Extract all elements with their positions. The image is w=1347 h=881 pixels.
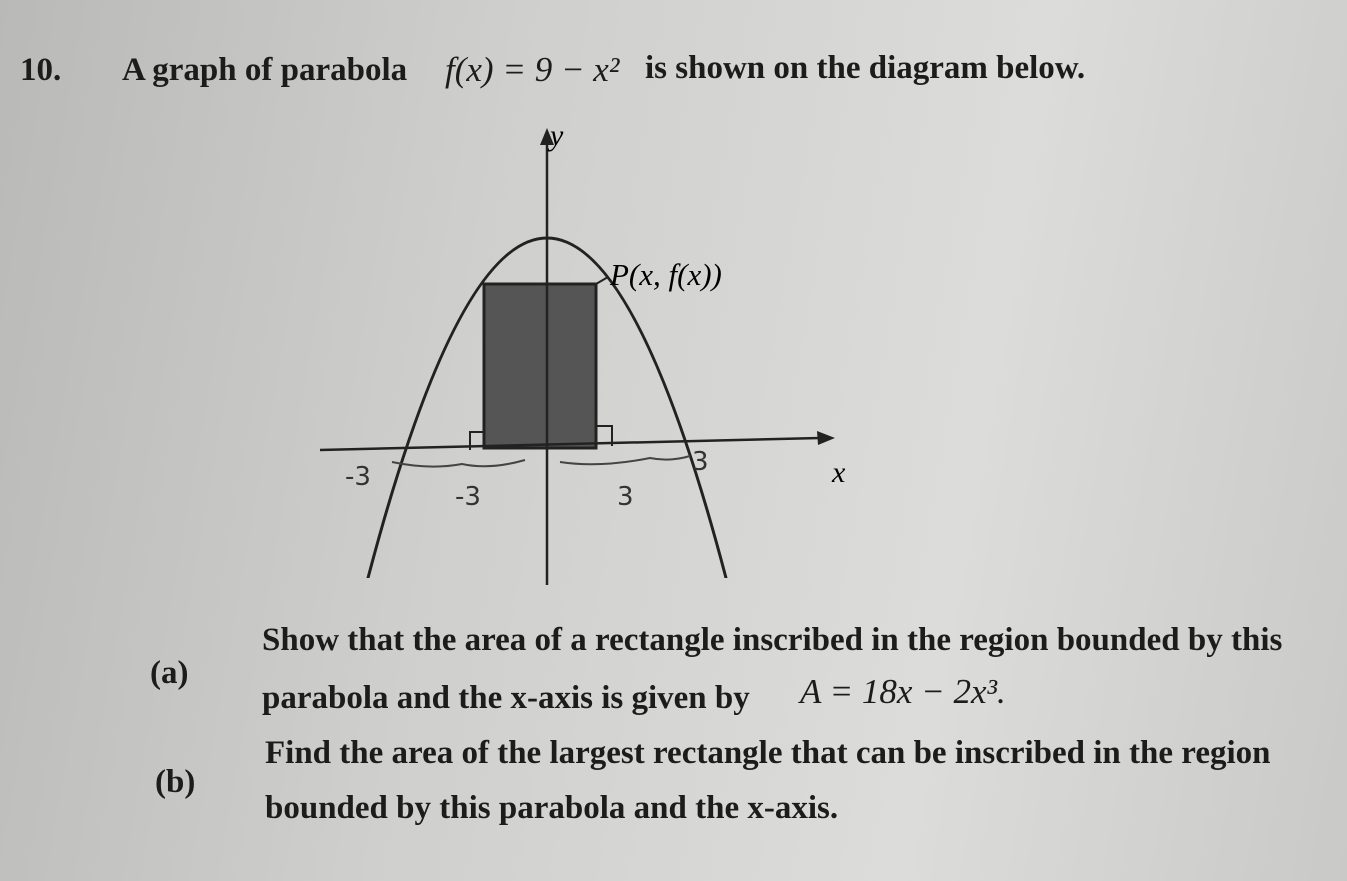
function: f(x) = 9 − x²: [445, 50, 620, 89]
part-text: parabola and the x-axis is given by: [262, 680, 750, 716]
diagram: y x P(x, f(x)) -3 -3 3 3: [319, 119, 846, 585]
y-label: y: [547, 119, 564, 152]
pointer: [595, 276, 609, 285]
question-number: 10.: [20, 52, 62, 88]
right-angle-marks: [469, 425, 613, 450]
y-arrow: [540, 128, 554, 145]
x-label: x: [831, 456, 846, 489]
handwriting-strokes: [391, 455, 691, 468]
x-arrow: [817, 431, 835, 445]
point-label: P(x, f(x)): [609, 257, 722, 292]
parabola: [366, 236, 728, 578]
x-axis: [319, 436, 821, 452]
question-intro: A graph of parabola: [122, 52, 408, 88]
handwritten-label: 3: [692, 447, 709, 477]
handwritten-label: -3: [455, 482, 481, 512]
part-text: Show that the area of a rectangle inscri…: [262, 622, 1283, 658]
question-intro-end: is shown on the diagram below.: [645, 50, 1086, 86]
rectangle: [482, 282, 598, 450]
formula: A = 18x − 2x³.: [800, 672, 1006, 711]
handwritten-label: -3: [345, 462, 371, 492]
part-label: (a): [150, 655, 189, 691]
part-text: bounded by this parabola and the x-axis.: [265, 790, 839, 826]
handwritten-label: 3: [617, 482, 634, 512]
part-text: Find the area of the largest rectangle t…: [265, 735, 1271, 771]
part-label: (b): [155, 764, 196, 800]
